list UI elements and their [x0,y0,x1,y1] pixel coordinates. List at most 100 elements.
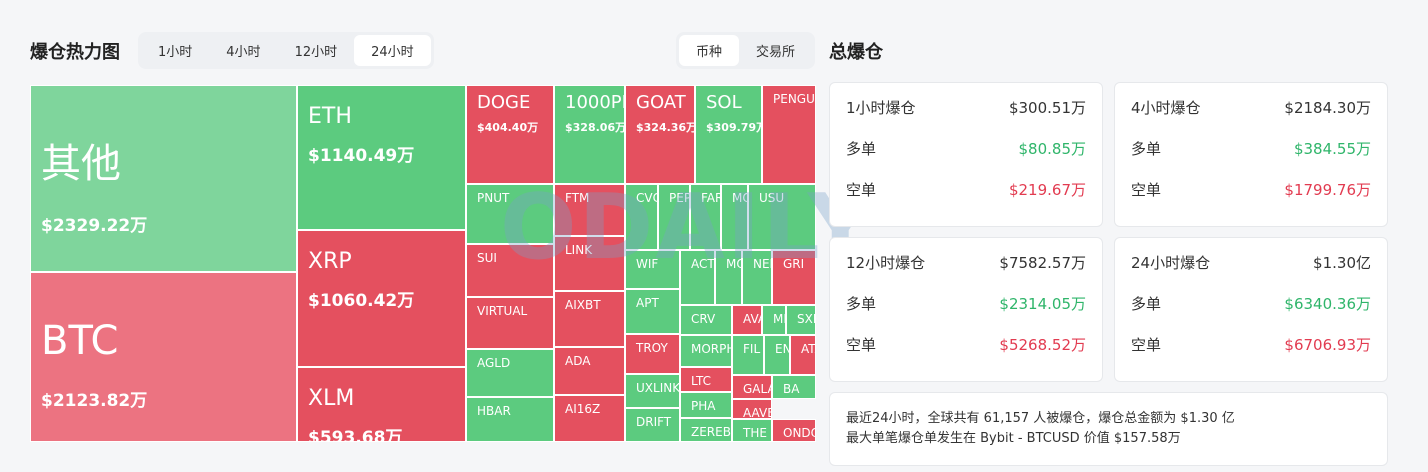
tile[interactable]: LINK [554,236,625,291]
tile[interactable]: ENA [764,335,790,375]
tile[interactable]: VIRTUAL [466,297,554,349]
tile[interactable]: BTC $2123.82万 [30,272,297,442]
tile[interactable]: AAVE [732,399,772,419]
tile[interactable]: ACT [680,250,715,305]
tile-name: GALA [743,382,771,396]
row-value: $80.85万 [1018,140,1087,158]
tile[interactable]: DRIFT [625,408,680,442]
note-line: 最大单笔爆仓单发生在 Bybit - BTCUSD 价值 $157.58万 [846,431,1181,446]
tile-name: ENA [775,342,789,356]
tile-name: PHA [691,399,716,413]
tile-name: MORPH [691,342,732,356]
time-tabs: 1小时 4小时 12小时 24小时 [138,32,434,69]
tile[interactable]: UXLINK [625,374,680,408]
tile-value: $2123.82万 [41,391,148,411]
tile[interactable]: XLM $593.68万 [297,367,466,442]
tile-name: XLM [308,386,355,411]
tile[interactable]: 其他 $2329.22万 [30,85,297,272]
tile[interactable]: ME [762,305,786,335]
tile-name: CVC [636,191,657,205]
tile[interactable]: MORPH [680,335,732,367]
tile[interactable]: CVC [625,184,658,250]
row-label: 1小时爆仓 [846,99,916,117]
tile[interactable]: PEPE [658,184,690,250]
tile-name: MOV [732,191,747,205]
row-value: $7582.57万 [999,254,1086,272]
tile-name: XRP [308,249,352,274]
tile[interactable]: PENGU [762,85,816,184]
view-tab[interactable]: 币种 [679,35,740,66]
card-row: 空单 $6706.93万 [1131,334,1371,375]
tile[interactable]: AI16Z [554,395,625,442]
tile[interactable]: ZEREBR [680,418,732,442]
tile[interactable]: LTC [680,367,732,392]
tile[interactable]: FTM [554,184,625,236]
summary-title: 总爆仓 [829,42,883,63]
title: 爆仓热力图 [30,42,120,63]
tile-name: ADA [565,354,591,368]
tile[interactable]: GRI [772,250,816,305]
tile-name: AIXBT [565,298,601,312]
tile[interactable]: CRV [680,305,732,335]
tile-name: HBAR [477,404,511,418]
tile-name: FIL [743,342,761,356]
tile[interactable]: GOAT $324.36万 [625,85,695,184]
time-tab[interactable]: 4小时 [226,45,261,60]
tile-name: VIRTUAL [477,304,528,318]
tile-name: APT [636,296,659,310]
tile[interactable]: ATA [790,335,816,375]
tile[interactable]: PNUT [466,184,554,244]
tile[interactable]: AIXBT [554,291,625,347]
tile[interactable]: MOV [721,184,748,250]
tile[interactable]: MOC [715,250,742,305]
tile[interactable]: ETH $1140.49万 [297,85,466,230]
tile[interactable]: SOL $309.79万 [695,85,762,184]
card-row: 空单 $219.67万 [846,179,1086,220]
card-row: 1小时爆仓 $300.51万 [846,97,1086,138]
row-value: $5268.52万 [999,336,1086,354]
view-tab[interactable]: 交易所 [756,45,796,60]
tile[interactable]: AVA [732,305,762,335]
tile[interactable]: XRP $1060.42万 [297,230,466,367]
tile[interactable]: 1000PEPE $328.06万 [554,85,625,184]
time-tab[interactable]: 1小时 [158,45,193,60]
card-row: 多单 $384.55万 [1131,138,1371,179]
view-tabs: 币种 交易所 [676,32,816,69]
tile-name: AVA [743,312,761,326]
time-tab[interactable]: 24小时 [354,35,431,66]
tile-name: ETH [308,104,352,129]
tile[interactable]: APT [625,289,680,334]
tile-value: $309.79万 [706,121,762,134]
tile[interactable]: GALA [732,375,772,399]
tile[interactable]: NEI [742,250,772,305]
card-row: 空单 $5268.52万 [846,334,1086,375]
tile[interactable]: TROY [625,334,680,374]
tile[interactable]: AGLD [466,349,554,397]
tile[interactable]: FIL [732,335,764,375]
card-row: 4小时爆仓 $2184.30万 [1131,97,1371,138]
tile-name: MOC [726,257,741,271]
tile-value: $324.36万 [636,121,695,134]
row-value: $6340.36万 [1284,295,1371,313]
tile[interactable]: WIF [625,250,680,289]
tile-name: LTC [691,374,712,388]
tile[interactable]: USU [748,184,816,250]
row-value: $6706.93万 [1284,336,1371,354]
row-label: 空单 [1131,336,1162,354]
row-label: 空单 [1131,181,1162,199]
tile[interactable]: DOGE $404.40万 [466,85,554,184]
tile-name: CRV [691,312,716,326]
tile[interactable]: HBAR [466,397,554,442]
tile[interactable]: SUI [466,244,554,297]
tile[interactable]: BA [772,375,816,399]
tile[interactable]: ADA [554,347,625,395]
tile-name: AI16Z [565,402,601,416]
tile[interactable]: THE [732,419,772,442]
time-tab[interactable]: 12小时 [294,45,338,60]
tile[interactable]: FART [690,184,721,250]
tile-name: GOAT [636,92,686,113]
card-row: 多单 $2314.05万 [846,293,1086,334]
tile[interactable]: SXI [786,305,816,335]
tile[interactable]: PHA [680,392,732,418]
